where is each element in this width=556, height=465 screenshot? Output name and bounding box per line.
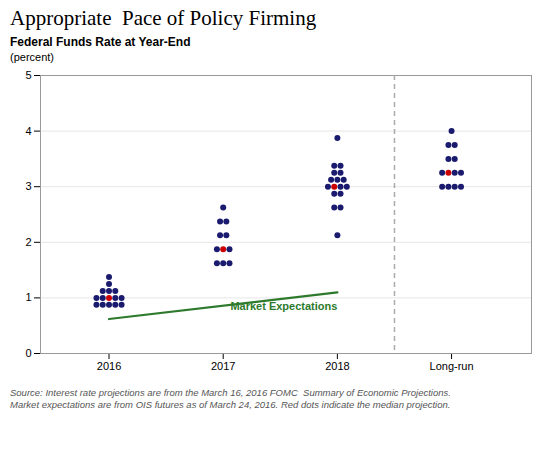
svg-text:1: 1 [25,291,31,303]
svg-text:2017: 2017 [211,360,235,372]
html-text:(percent): (percent) [10,51,54,63]
svg-text:0: 0 [25,347,31,359]
svg-text:Market Expectations: Market Expectations [230,300,337,312]
html-text:Appropriate Pace of Policy Fir: Appropriate Pace of Policy Firming [10,6,317,30]
html-text:Federal Funds Rate at Year-End: Federal Funds Rate at Year-End [10,35,191,49]
svg-text:5: 5 [25,69,31,81]
svg-text:2018: 2018 [325,360,349,372]
html-text:Source: Interest rate projecti: Source: Interest rate projections are fr… [10,387,451,411]
svg-text:2: 2 [25,236,31,248]
svg-text:2016: 2016 [97,360,121,372]
svg-text:3: 3 [25,180,31,192]
svg-text:4: 4 [25,125,31,137]
svg-text:Long-run: Long-run [430,360,474,372]
